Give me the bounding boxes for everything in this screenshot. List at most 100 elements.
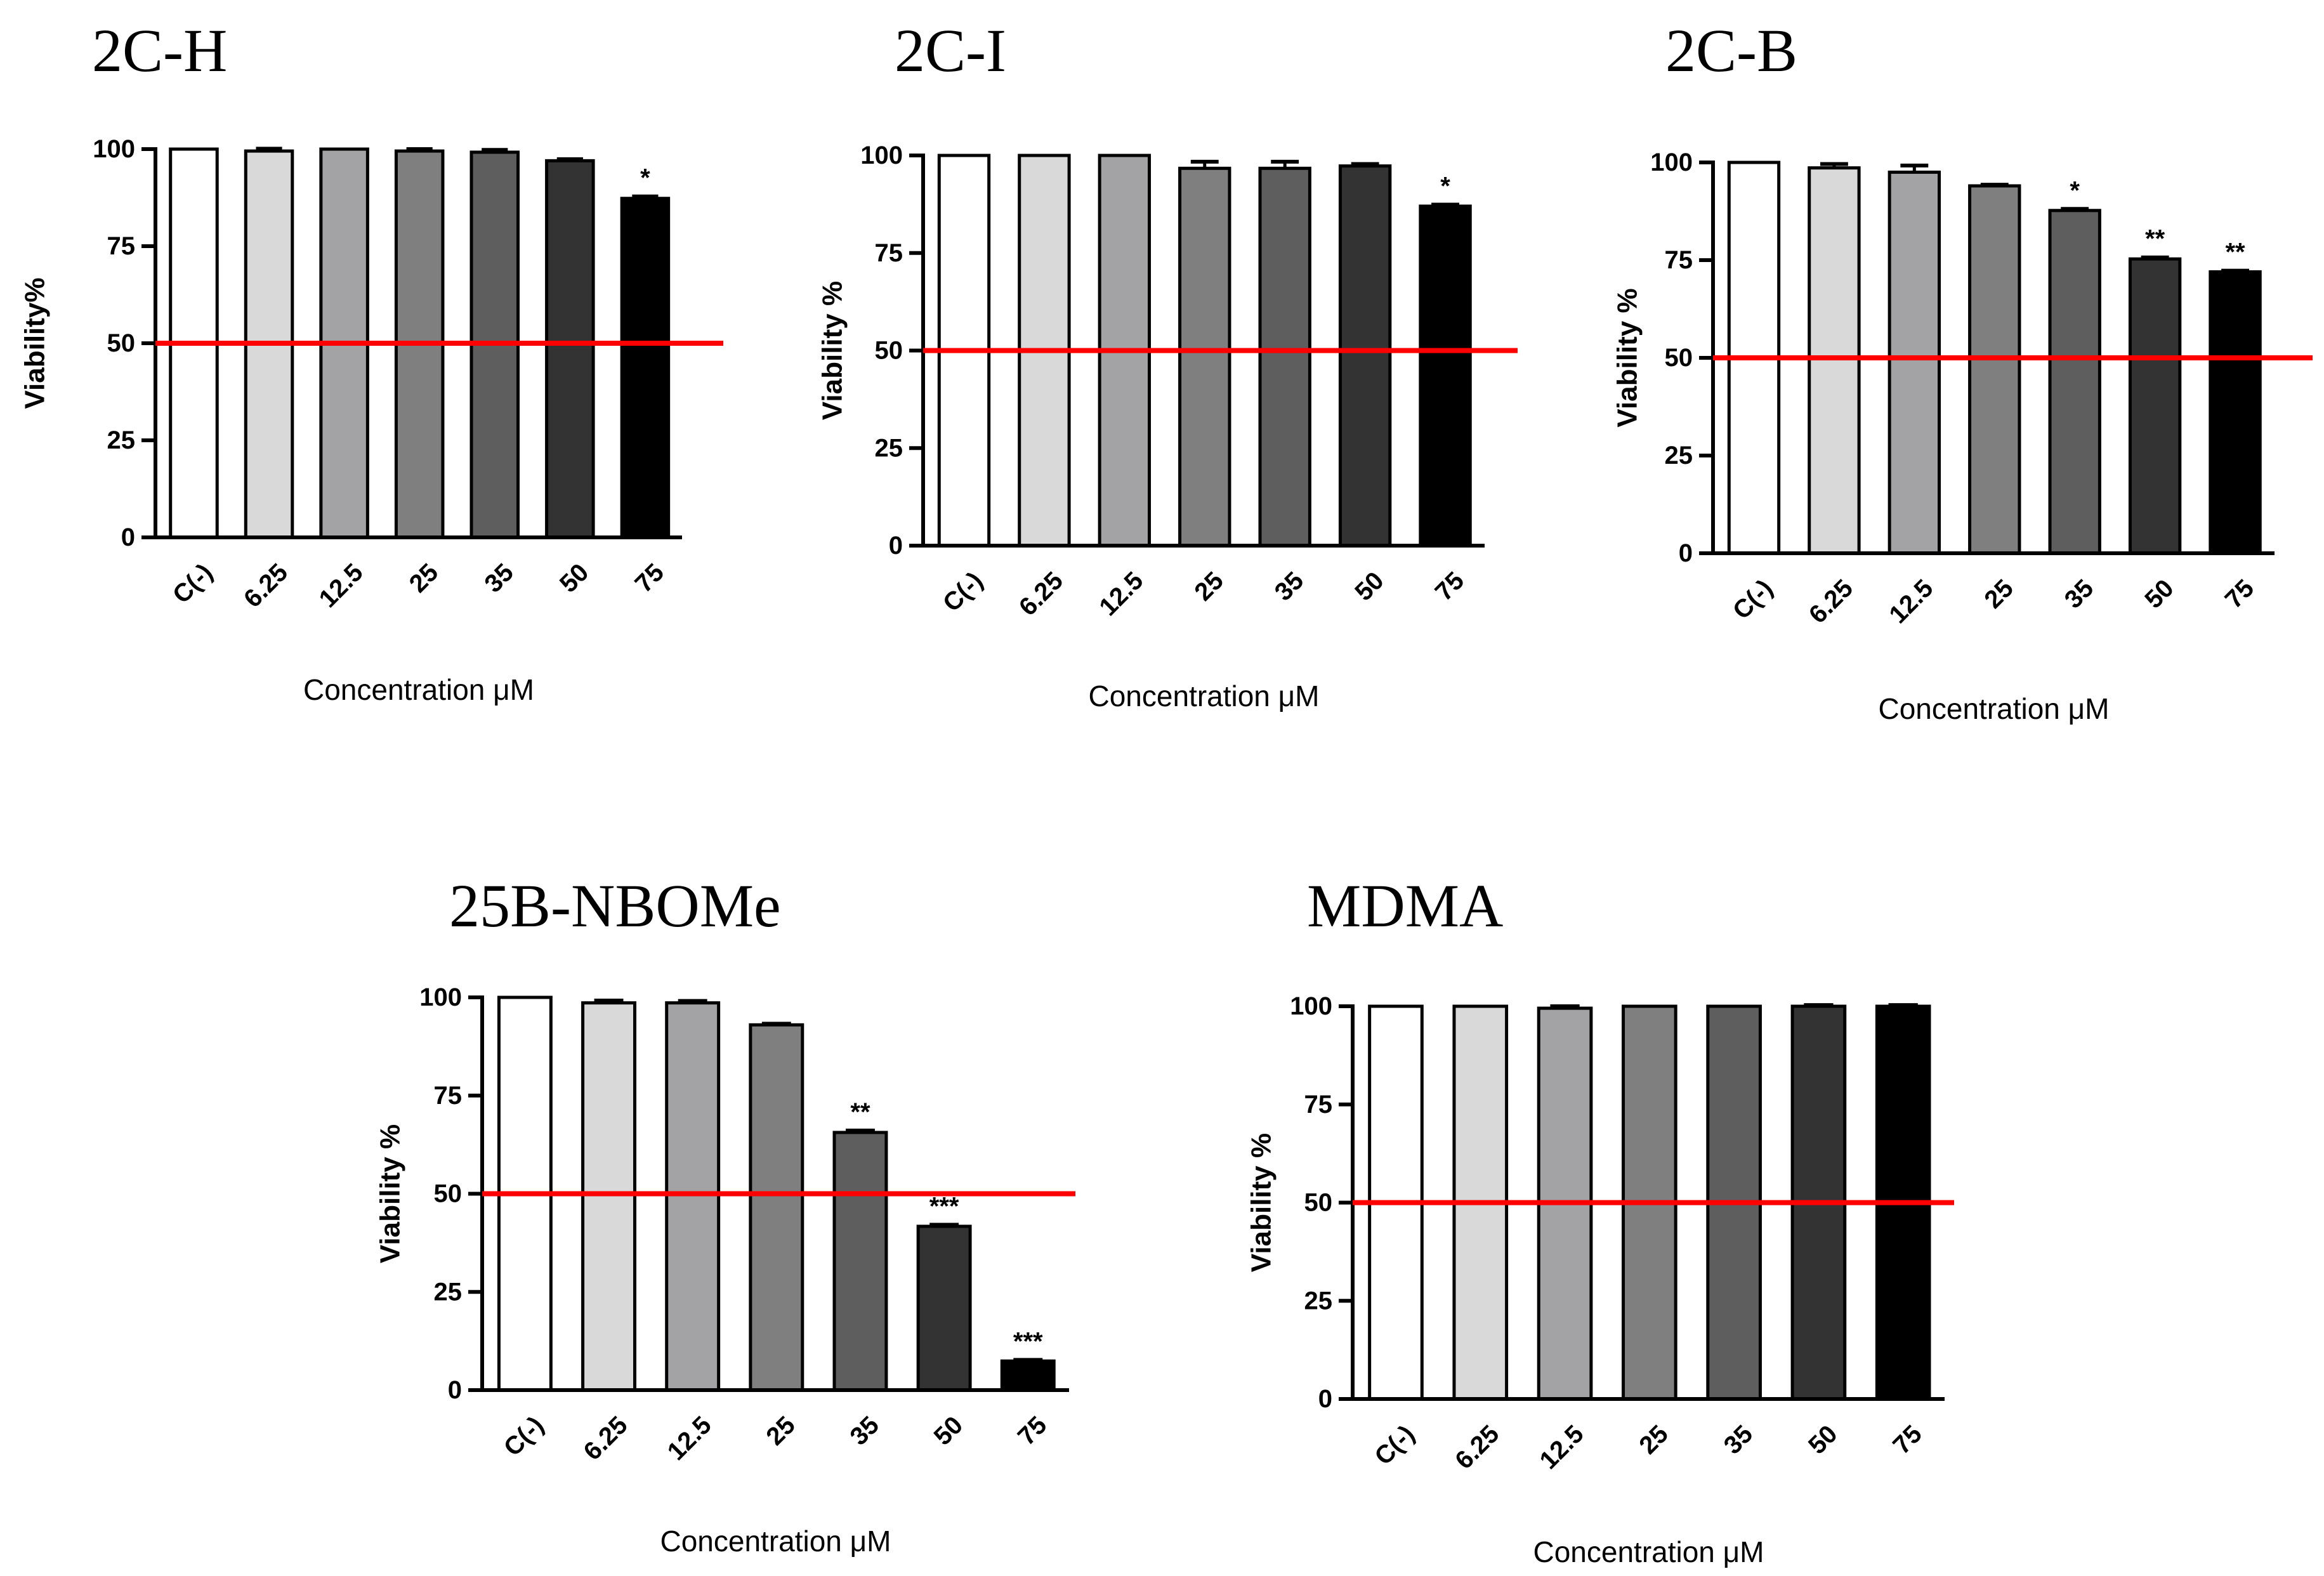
x-tick-label: 6.25 bbox=[1804, 574, 1858, 629]
y-tick-label: 25 bbox=[1665, 442, 1693, 470]
y-tick-label: 100 bbox=[860, 141, 903, 169]
x-axis-label: Concentration μM bbox=[1533, 1535, 1764, 1568]
y-tick-label: 50 bbox=[434, 1180, 463, 1208]
x-tick-label: 50 bbox=[555, 558, 594, 598]
y-tick-label: 50 bbox=[1304, 1189, 1333, 1217]
x-tick-label: 35 bbox=[1270, 567, 1310, 607]
y-tick-label: 50 bbox=[1665, 344, 1693, 372]
chart-25b-nbome: 25B-NBOMe C(-) 6.25 12.5 25 ** 35 *** 50 *** 75 0 25… bbox=[375, 872, 1075, 1558]
x-tick-label: 75 bbox=[1887, 1420, 1927, 1460]
x-axis-label: Concentration μM bbox=[303, 673, 534, 706]
significance-label: ** bbox=[2145, 225, 2165, 253]
y-axis-label: Viability % bbox=[1612, 288, 1643, 427]
bar bbox=[1419, 204, 1472, 548]
significance-label: * bbox=[1440, 172, 1450, 200]
x-tick-label: C(-) bbox=[1728, 574, 1778, 625]
x-tick-label: 6.25 bbox=[1014, 567, 1068, 621]
bar bbox=[545, 159, 595, 539]
y-tick-label: 100 bbox=[1290, 992, 1332, 1020]
x-tick-label: 12.5 bbox=[314, 558, 369, 613]
x-tick-label: 6.25 bbox=[1450, 1420, 1504, 1474]
chart-2c-i: 2C-I C(-) 6.25 12.5 25 35 50 * 75 0 25 50 75 100 Viabi… bbox=[817, 16, 1518, 712]
x-tick-label: 35 bbox=[2059, 574, 2099, 614]
x-tick-label: C(-) bbox=[167, 558, 218, 609]
x-tick-label: C(-) bbox=[1369, 1420, 1420, 1471]
x-tick-label: 25 bbox=[1634, 1420, 1674, 1460]
y-tick-label: 75 bbox=[434, 1082, 463, 1110]
y-tick-label: 0 bbox=[1318, 1385, 1332, 1413]
bar bbox=[1178, 166, 1231, 548]
y-tick-label: 25 bbox=[1304, 1287, 1333, 1315]
bar bbox=[665, 1001, 721, 1392]
x-tick-label: 35 bbox=[479, 558, 519, 598]
bar bbox=[2048, 209, 2101, 555]
significance-label: *** bbox=[1013, 1327, 1043, 1355]
y-tick-label: 50 bbox=[107, 329, 136, 357]
x-tick-label: 6.25 bbox=[239, 558, 293, 613]
bar bbox=[1968, 184, 2021, 555]
x-tick-label: 12.5 bbox=[1884, 574, 1938, 629]
y-tick-label: 75 bbox=[1665, 246, 1693, 274]
bar bbox=[1887, 170, 1941, 555]
bar bbox=[1808, 166, 1861, 555]
x-tick-label: 12.5 bbox=[1535, 1420, 1589, 1474]
x-tick-label: 75 bbox=[629, 558, 669, 598]
y-tick-label: 75 bbox=[1304, 1091, 1333, 1119]
bar bbox=[2209, 270, 2262, 555]
x-tick-label: 50 bbox=[2139, 574, 2179, 614]
y-tick-label: 25 bbox=[434, 1278, 463, 1306]
bar bbox=[1258, 166, 1311, 548]
chart-2c-b: 2C-B C(-) 6.25 12.5 25 * 35 ** 50 ** 75 0 25 50 75 100 V… bbox=[1612, 16, 2313, 725]
bar bbox=[1000, 1359, 1056, 1392]
y-tick-label: 75 bbox=[875, 239, 903, 267]
y-axis-label: Viability % bbox=[817, 281, 848, 420]
y-axis-label: Viability % bbox=[375, 1124, 406, 1263]
x-tick-label: 6.25 bbox=[579, 1411, 633, 1466]
significance-label: *** bbox=[929, 1192, 959, 1220]
x-tick-label: C(-) bbox=[499, 1411, 549, 1462]
x-tick-label: 12.5 bbox=[1094, 567, 1148, 621]
chart-mdma: MDMA C(-) 6.25 12.5 25 35 50 75 0 25 50 75 100 Viabil… bbox=[1246, 872, 1954, 1568]
chart-title: 2C-I bbox=[895, 16, 1006, 84]
x-axis-label: Concentration μM bbox=[1088, 680, 1319, 712]
y-tick-label: 25 bbox=[875, 434, 903, 462]
x-tick-label: 50 bbox=[1349, 567, 1389, 607]
x-tick-label: 50 bbox=[929, 1411, 969, 1451]
chart-title: 2C-H bbox=[92, 16, 227, 84]
y-tick-label: 100 bbox=[1650, 148, 1693, 176]
chart-title: MDMA bbox=[1307, 872, 1503, 940]
x-tick-label: 75 bbox=[1430, 567, 1470, 607]
bar bbox=[620, 197, 671, 539]
x-tick-label: 25 bbox=[1189, 567, 1229, 607]
chart-title: 2C-B bbox=[1665, 16, 1797, 84]
bar bbox=[1338, 164, 1392, 548]
y-tick-label: 100 bbox=[419, 983, 462, 1011]
y-tick-label: 0 bbox=[1679, 539, 1693, 567]
bar bbox=[581, 1001, 636, 1392]
x-tick-label: 25 bbox=[404, 558, 444, 598]
y-tick-label: 0 bbox=[121, 523, 135, 551]
x-tick-label: 35 bbox=[1719, 1420, 1759, 1460]
y-tick-label: 0 bbox=[448, 1376, 462, 1404]
x-tick-label: 35 bbox=[845, 1411, 885, 1451]
significance-label: ** bbox=[2225, 239, 2245, 266]
y-tick-label: 50 bbox=[875, 337, 903, 365]
x-axis-label: Concentration μM bbox=[660, 1525, 891, 1558]
bar bbox=[832, 1131, 888, 1392]
bar bbox=[2128, 257, 2182, 555]
x-tick-label: C(-) bbox=[938, 567, 988, 617]
significance-label: * bbox=[2070, 176, 2080, 204]
significance-label: ** bbox=[850, 1098, 870, 1126]
y-axis-label: Viability% bbox=[20, 277, 51, 409]
bar bbox=[749, 1023, 804, 1392]
y-tick-label: 25 bbox=[107, 426, 136, 454]
chart-title: 25B-NBOMe bbox=[449, 872, 781, 940]
bar bbox=[916, 1225, 972, 1392]
x-tick-label: 25 bbox=[761, 1411, 801, 1451]
x-tick-label: 12.5 bbox=[662, 1411, 717, 1466]
y-tick-label: 0 bbox=[889, 532, 903, 560]
x-tick-label: 25 bbox=[1979, 574, 2019, 614]
y-axis-label: Viability % bbox=[1246, 1133, 1277, 1272]
x-tick-label: 50 bbox=[1803, 1420, 1843, 1460]
